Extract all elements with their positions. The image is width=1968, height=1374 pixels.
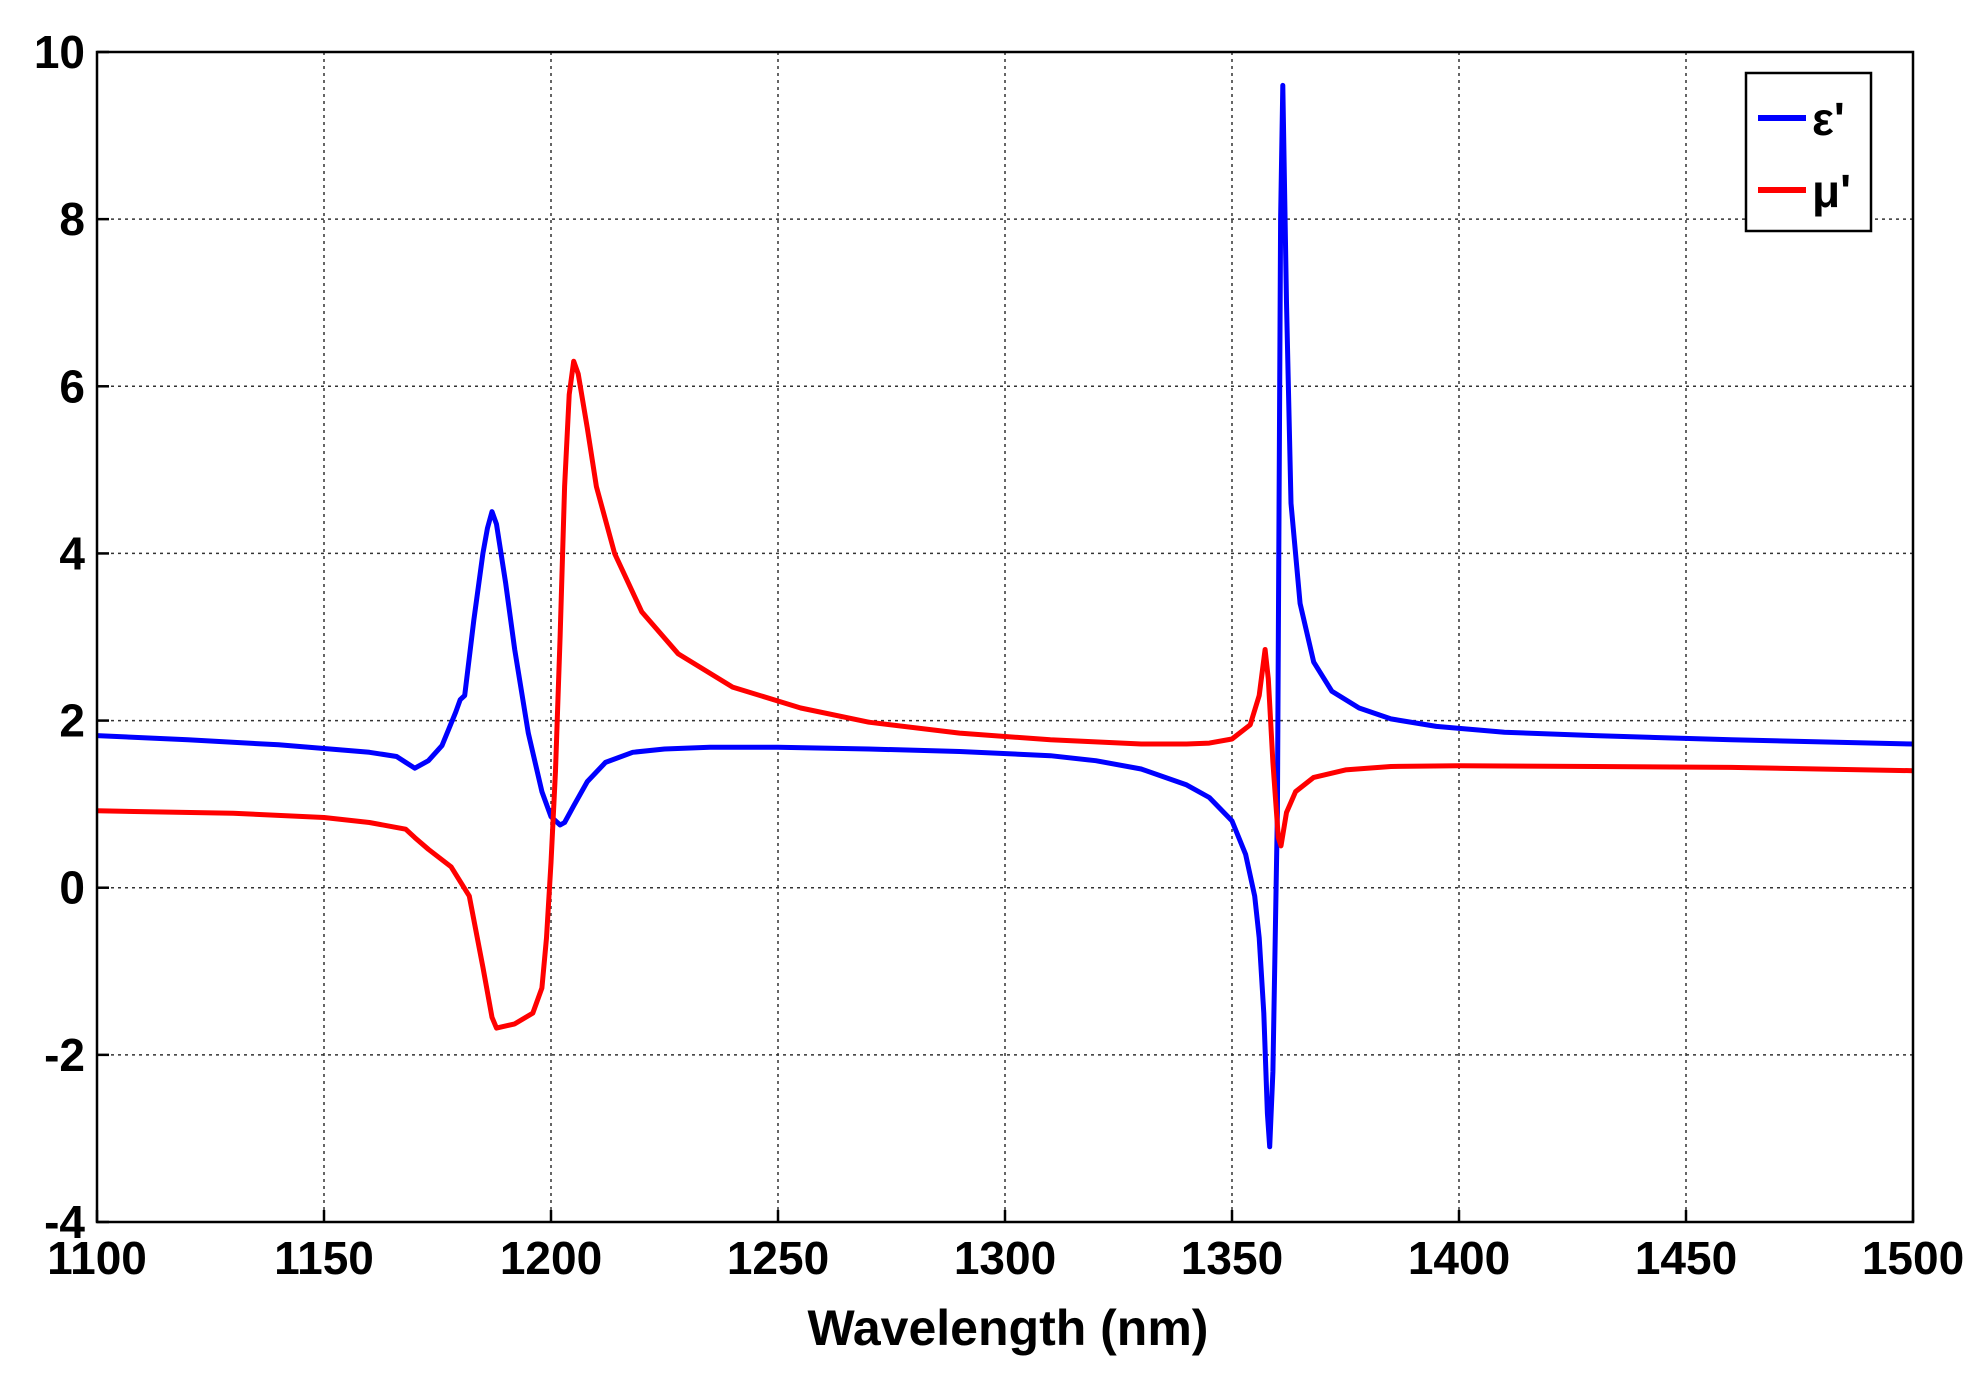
y-tick-label: 8: [59, 193, 85, 245]
legend-box: [1744, 71, 1873, 233]
y-tick-label: -4: [44, 1196, 85, 1248]
x-axis-title: Wavelength (nm): [808, 1300, 1209, 1356]
y-tick-label: -2: [44, 1029, 85, 1081]
series-line-mu: [97, 358, 1913, 1031]
series-line-epsilon: [97, 82, 1913, 1150]
x-tick-label: 1400: [1408, 1232, 1510, 1284]
x-tick-label: 1500: [1862, 1232, 1964, 1284]
grid-lines: [97, 52, 1913, 1222]
x-tick-label: 1450: [1635, 1232, 1737, 1284]
legend[interactable]: ε' μ': [1744, 71, 1873, 233]
x-tick-label: 1300: [954, 1232, 1056, 1284]
x-tick-label: 1350: [1181, 1232, 1283, 1284]
x-tick-label: 1100: [47, 1232, 147, 1284]
data-series: [97, 82, 1913, 1150]
x-tick-label: 1150: [274, 1232, 374, 1284]
y-tick-label: 6: [59, 360, 85, 412]
legend-label-epsilon: ε': [1812, 93, 1845, 145]
y-tick-label: 0: [59, 862, 85, 914]
x-tick-label: 1200: [500, 1232, 602, 1284]
axis-ticks: 1100 1150 1200 1250 1300 1350 1400 1450 1500 10 8 6…: [34, 26, 1964, 1284]
y-tick-label: 4: [59, 527, 85, 579]
x-tick-label: 1250: [727, 1232, 829, 1284]
legend-label-mu: μ': [1812, 165, 1851, 217]
y-tick-label: 2: [59, 695, 85, 747]
y-tick-label: 10: [34, 26, 85, 78]
